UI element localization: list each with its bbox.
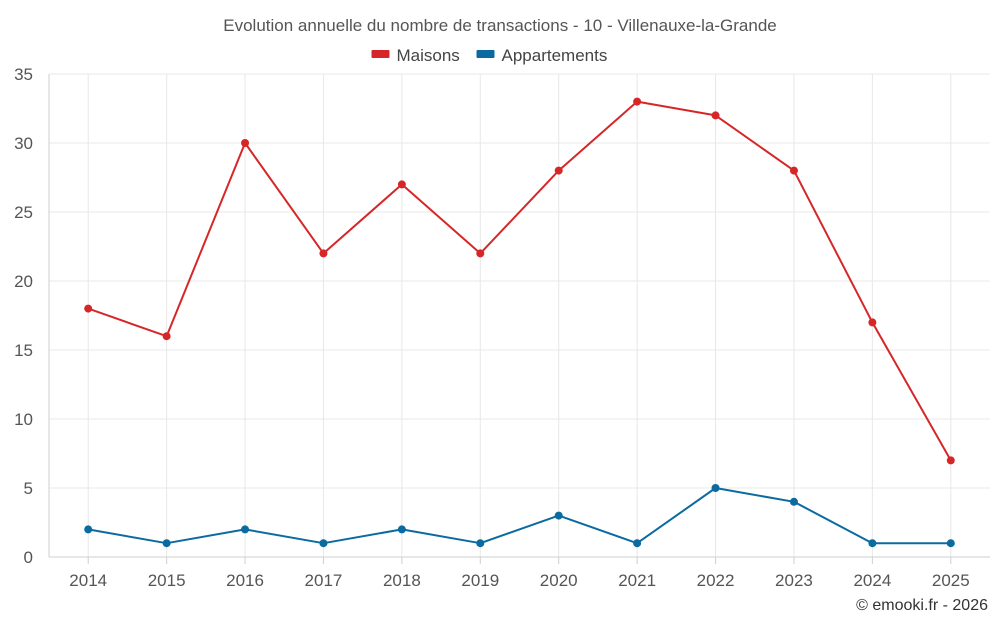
- x-tick-label: 2017: [305, 571, 343, 590]
- y-tick-label: 25: [14, 203, 33, 222]
- data-point-appartements[interactable]: [946, 539, 955, 548]
- series-line-appartements: [88, 487, 951, 545]
- x-tick-label: 2014: [69, 571, 107, 590]
- data-point-maisons[interactable]: [241, 139, 250, 147]
- y-tick-label: 15: [14, 341, 33, 360]
- data-point-maisons[interactable]: [397, 180, 406, 189]
- data-point-appartements[interactable]: [633, 539, 642, 548]
- legend-swatch: [371, 50, 390, 58]
- data-point-appartements[interactable]: [789, 497, 798, 506]
- x-tick-label: 2023: [775, 571, 813, 590]
- chart-title: Evolution annuelle du nombre de transact…: [223, 16, 776, 35]
- data-point-appartements[interactable]: [711, 484, 720, 492]
- x-tick-label: 2025: [932, 571, 970, 590]
- data-point-appartements[interactable]: [868, 539, 877, 548]
- series-maisons: [84, 97, 955, 465]
- data-point-maisons[interactable]: [319, 249, 328, 258]
- legend-item-appartements[interactable]: Appartements: [476, 46, 608, 65]
- data-point-maisons[interactable]: [633, 97, 642, 106]
- series-line-maisons: [87, 100, 952, 461]
- data-point-maisons[interactable]: [162, 332, 171, 341]
- x-tick-label: 2015: [148, 571, 186, 590]
- data-point-appartements[interactable]: [397, 525, 406, 534]
- data-point-appartements[interactable]: [162, 539, 171, 548]
- series-layer: [84, 97, 955, 548]
- y-tick-label: 35: [14, 65, 33, 84]
- x-tick-label: 2024: [853, 571, 891, 590]
- y-tick-label: 20: [14, 272, 33, 291]
- legend-swatch: [476, 50, 495, 58]
- x-tick-label: 2021: [618, 571, 656, 590]
- data-point-maisons[interactable]: [554, 166, 563, 175]
- data-point-maisons[interactable]: [946, 456, 955, 465]
- x-tick-label: 2018: [383, 571, 421, 590]
- data-point-maisons[interactable]: [476, 249, 485, 258]
- data-point-appartements[interactable]: [554, 511, 563, 520]
- legend-label: Maisons: [397, 46, 460, 65]
- data-point-maisons[interactable]: [789, 166, 798, 175]
- data-point-appartements[interactable]: [476, 539, 485, 548]
- y-tick-label: 10: [14, 410, 33, 429]
- legend-item-maisons[interactable]: Maisons: [371, 46, 460, 65]
- y-tick-label: 5: [24, 479, 33, 498]
- data-point-maisons[interactable]: [868, 318, 877, 327]
- x-tick-label: 2016: [226, 571, 264, 590]
- x-tick-label: 2019: [461, 571, 499, 590]
- data-point-appartements[interactable]: [84, 525, 93, 534]
- x-tick-label: 2022: [697, 571, 735, 590]
- data-point-appartements[interactable]: [241, 525, 250, 534]
- data-point-appartements[interactable]: [319, 539, 328, 548]
- y-tick-label: 0: [24, 548, 33, 567]
- x-tick-label: 2020: [540, 571, 578, 590]
- legend: Maisons Appartements: [371, 46, 608, 65]
- grid: [49, 73, 990, 557]
- data-point-maisons[interactable]: [84, 304, 93, 313]
- y-tick-label: 30: [14, 134, 33, 153]
- legend-label: Appartements: [502, 46, 608, 65]
- series-appartements: [84, 484, 955, 548]
- data-point-maisons[interactable]: [711, 111, 720, 120]
- credit-text: © emooki.fr - 2026: [856, 597, 988, 614]
